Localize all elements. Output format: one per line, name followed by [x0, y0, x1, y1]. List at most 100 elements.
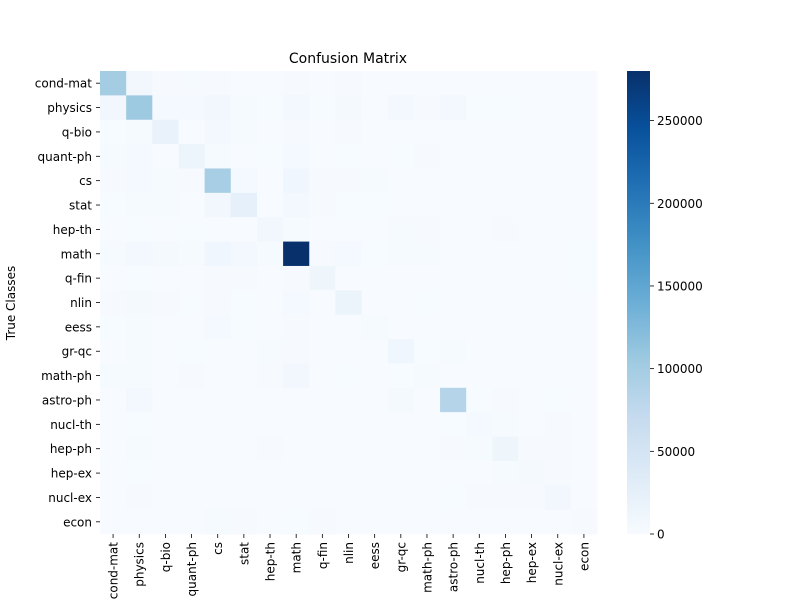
heatmap-cell — [283, 119, 310, 145]
heatmap-cell — [440, 241, 467, 267]
heatmap-cell — [204, 168, 232, 194]
heatmap-cell — [178, 95, 206, 121]
heatmap-cell — [361, 265, 389, 291]
heatmap-cell — [100, 485, 127, 511]
x-tick-label: hep-th — [264, 542, 278, 581]
heatmap-cell — [178, 192, 206, 218]
heatmap-cell — [518, 192, 546, 218]
heatmap-cell — [152, 460, 179, 486]
heatmap-cell — [309, 460, 336, 486]
heatmap-cell — [361, 241, 389, 267]
heatmap-cell — [544, 71, 572, 96]
heatmap-cell — [570, 363, 598, 389]
heatmap-cell — [335, 119, 363, 145]
heatmap-cell — [466, 436, 493, 462]
heatmap-cell — [466, 485, 493, 511]
heatmap-cell — [126, 119, 153, 145]
heatmap-cell — [570, 241, 598, 267]
heatmap-cell — [230, 241, 258, 267]
x-tick-label: nlin — [342, 542, 356, 564]
heatmap-cell — [440, 314, 467, 340]
heatmap-cell — [309, 265, 336, 291]
heatmap-cell — [309, 95, 336, 121]
heatmap-cell — [230, 339, 258, 364]
heatmap-cell — [309, 412, 336, 438]
y-tick-label: hep-ex — [51, 467, 92, 481]
heatmap-cell — [492, 290, 520, 316]
heatmap-cell — [387, 485, 415, 511]
heatmap-cell — [361, 339, 389, 364]
heatmap-cell — [126, 217, 153, 243]
heatmap-cell — [100, 119, 127, 145]
y-tick-labels: cond-mat physics q-bio quant-ph cs stat hep-th… — [35, 77, 100, 529]
heatmap-cell — [544, 436, 572, 462]
heatmap-cell — [152, 217, 179, 243]
heatmap-cell — [204, 339, 232, 364]
heatmap-cell — [230, 387, 258, 413]
heatmap-cell — [387, 217, 415, 243]
heatmap-cell — [178, 217, 206, 243]
heatmap-cell — [466, 314, 493, 340]
heatmap-cell — [335, 217, 363, 243]
x-tick-label: eess — [368, 542, 382, 569]
heatmap-cell — [152, 412, 179, 438]
heatmap-cell — [126, 387, 153, 413]
heatmap-cell — [387, 436, 415, 462]
heatmap-cell — [256, 241, 284, 267]
heatmap-cell — [204, 314, 232, 340]
heatmap-cell — [518, 241, 546, 267]
heatmap-cell — [466, 192, 493, 218]
heatmap-cell — [100, 387, 127, 413]
heatmap-cell — [413, 387, 441, 413]
heatmap-cell — [335, 241, 363, 267]
heatmap-cell — [440, 436, 467, 462]
heatmap-cell — [335, 363, 363, 389]
heatmap-cell — [256, 168, 284, 194]
heatmap-cell — [570, 339, 598, 364]
heatmap-cell — [361, 412, 389, 438]
heatmap-cell — [466, 241, 493, 267]
heatmap-cell — [492, 265, 520, 291]
heatmap-cell — [492, 144, 520, 169]
heatmap-cell — [466, 217, 493, 243]
heatmap-cell — [230, 71, 258, 96]
heatmap-cell — [204, 412, 232, 438]
heatmap-cell — [152, 192, 179, 218]
heatmap-cell — [204, 119, 232, 145]
heatmap-cell — [178, 509, 206, 535]
heatmap-cell — [518, 71, 546, 96]
heatmap-cell — [100, 436, 127, 462]
heatmap-cell — [335, 71, 363, 96]
heatmap-cell — [570, 192, 598, 218]
heatmap-cell — [544, 412, 572, 438]
heatmap-cell — [178, 290, 206, 316]
heatmap-cell — [361, 436, 389, 462]
heatmap-cell — [152, 241, 179, 267]
heatmap-cell — [152, 387, 179, 413]
heatmap-cell — [256, 217, 284, 243]
heatmap-cell — [544, 95, 572, 121]
heatmap-cell — [309, 217, 336, 243]
heatmap-cell — [126, 485, 153, 511]
heatmap-cell — [309, 436, 336, 462]
heatmap-cell — [283, 339, 310, 364]
heatmap-cell — [256, 192, 284, 218]
y-tick-label: astro-ph — [42, 393, 92, 407]
heatmap-cell — [126, 314, 153, 340]
heatmap-cell — [544, 119, 572, 145]
heatmap-cell — [413, 217, 441, 243]
heatmap-cell — [152, 436, 179, 462]
heatmap-cell — [309, 241, 336, 267]
heatmap-cell — [361, 314, 389, 340]
heatmap-cell — [518, 265, 546, 291]
heatmap-cell — [440, 412, 467, 438]
heatmap-cell — [178, 339, 206, 364]
heatmap-cell — [152, 71, 179, 96]
heatmap-cell — [256, 363, 284, 389]
heatmap-cell — [152, 119, 179, 145]
heatmap-cell — [544, 387, 572, 413]
y-tick-label: q-fin — [65, 272, 92, 286]
heatmap-cell — [335, 290, 363, 316]
heatmap-cell — [440, 144, 467, 169]
heatmap-cell — [492, 363, 520, 389]
